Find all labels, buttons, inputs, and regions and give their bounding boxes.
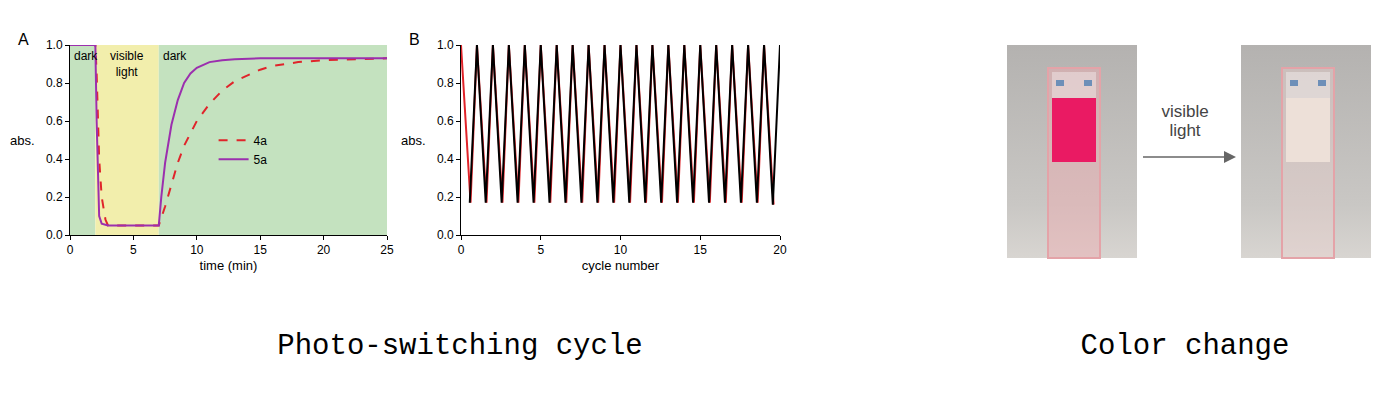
svg-text:5: 5 (130, 243, 137, 257)
svg-text:15: 15 (694, 243, 708, 257)
svg-text:0.2: 0.2 (46, 190, 63, 204)
svg-text:0.6: 0.6 (46, 114, 63, 128)
svg-text:time (min): time (min) (200, 258, 258, 273)
html-text:Color change: Color change (1080, 330, 1290, 363)
svg-text:25: 25 (380, 243, 394, 257)
svg-text:visiblelight: visiblelight (1161, 102, 1208, 140)
svg-text:B: B (409, 31, 420, 48)
svg-text:0: 0 (458, 243, 465, 257)
svg-text:visiblelight: visiblelight (110, 49, 144, 79)
svg-text:0.8: 0.8 (437, 76, 454, 90)
svg-text:0.0: 0.0 (437, 228, 454, 242)
svg-text:20: 20 (317, 243, 331, 257)
svg-text:dark: dark (74, 49, 98, 63)
svg-text:1.0: 1.0 (437, 38, 454, 52)
svg-text:0.4: 0.4 (437, 152, 454, 166)
svg-text:0.8: 0.8 (46, 76, 63, 90)
svg-text:5a: 5a (254, 153, 268, 167)
svg-text:abs.: abs. (10, 133, 35, 148)
svg-text:0.6: 0.6 (437, 114, 454, 128)
svg-text:0.4: 0.4 (46, 152, 63, 166)
svg-text:0.2: 0.2 (437, 190, 454, 204)
svg-text:dark: dark (163, 49, 187, 63)
svg-text:0.0: 0.0 (46, 228, 63, 242)
svg-text:cycle number: cycle number (582, 258, 660, 273)
svg-text:15: 15 (254, 243, 268, 257)
svg-text:0: 0 (67, 243, 74, 257)
svg-text:4a: 4a (254, 134, 268, 148)
html-text:Photo-switching cycle: Photo-switching cycle (277, 330, 643, 363)
svg-text:10: 10 (190, 243, 204, 257)
svg-text:20: 20 (773, 243, 787, 257)
svg-text:A: A (18, 31, 29, 48)
svg-text:10: 10 (614, 243, 628, 257)
svg-text:abs.: abs. (401, 133, 426, 148)
svg-text:5: 5 (537, 243, 544, 257)
svg-text:1.0: 1.0 (46, 38, 63, 52)
